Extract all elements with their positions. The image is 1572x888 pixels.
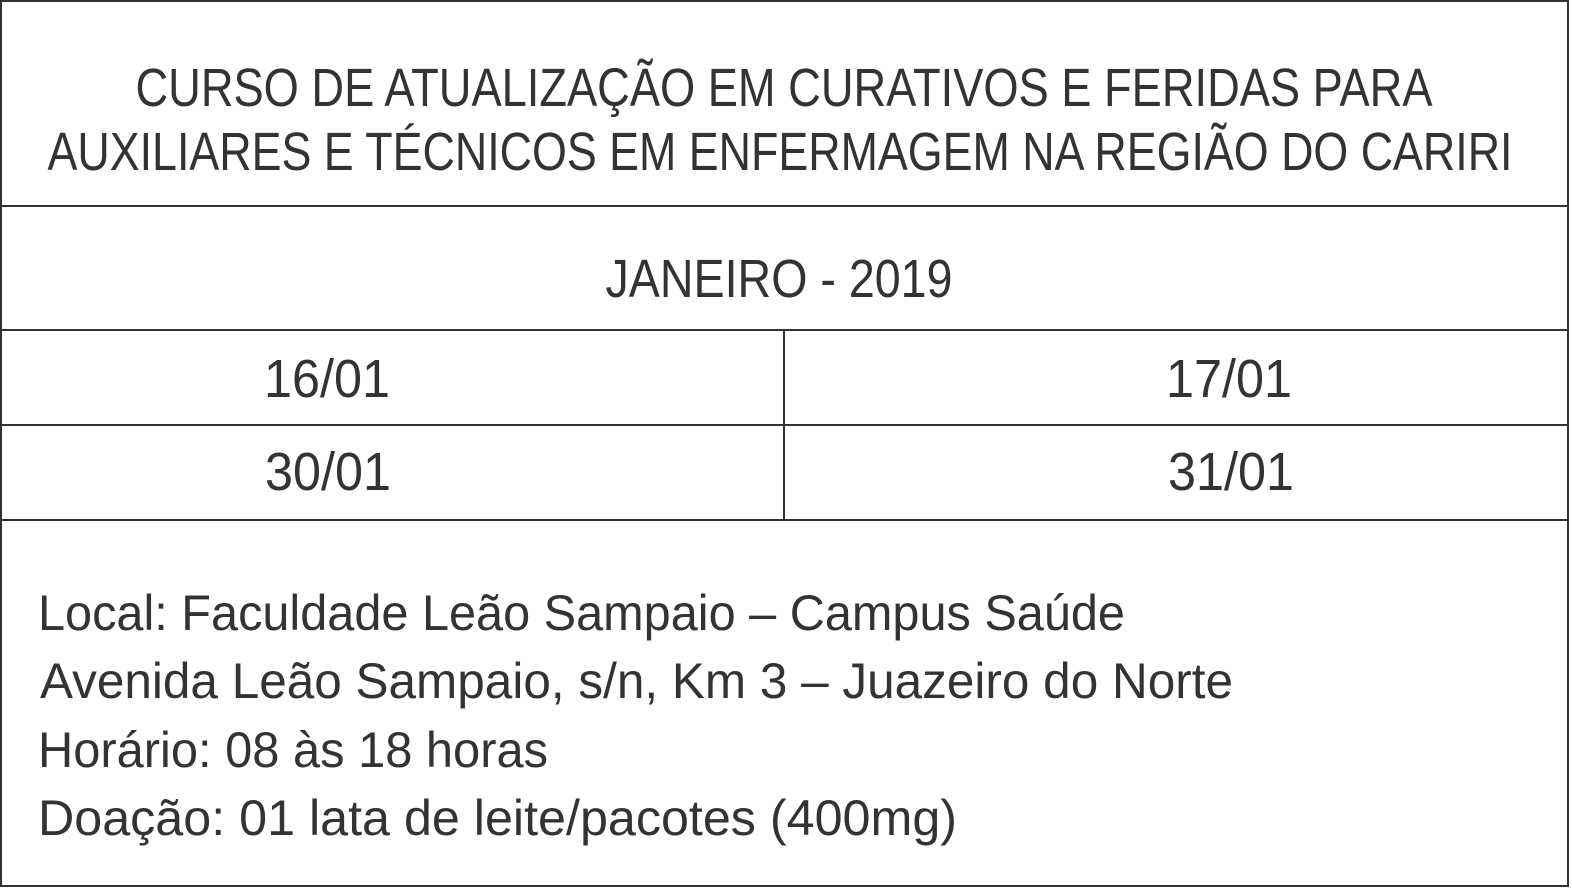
title-line: CURSO DE ATUALIZAÇÃO EM CURATIVOS E FERI… [136, 58, 1433, 118]
info-line: Horário: 08 às 18 horas [38, 722, 548, 778]
info-line: Doação: 01 lata de leite/pacotes (400mg) [38, 790, 957, 846]
date-cell: 17/01 [1166, 349, 1292, 409]
info-line: Avenida Leão Sampaio, s/n, Km 3 – Juazei… [40, 653, 1233, 709]
month: JANEIRO - 2019 [606, 249, 953, 309]
date-cell: 31/01 [1168, 442, 1294, 502]
date-cell: 16/01 [264, 349, 390, 409]
title-line: AUXILIARES E TÉCNICOS EM ENFERMAGEM NA R… [48, 122, 1513, 182]
date-cell: 30/01 [265, 442, 391, 502]
info-line: Local: Faculdade Leão Sampaio – Campus S… [38, 585, 1125, 641]
